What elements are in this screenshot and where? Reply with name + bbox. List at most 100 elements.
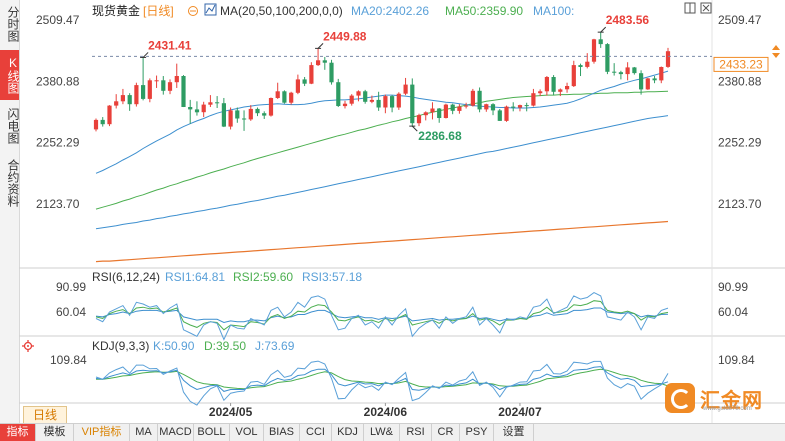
- candle: [282, 90, 287, 104]
- current-price-box: [713, 56, 769, 72]
- candle: [141, 57, 146, 101]
- candle: [416, 113, 422, 127]
- kdj-tick-left: 109.84: [50, 353, 87, 367]
- candle: [215, 96, 220, 108]
- ma200-line: [95, 220, 669, 263]
- indicator-tab-14[interactable]: PSY: [460, 424, 494, 441]
- tab-time-chart[interactable]: 分时图: [6, 6, 20, 42]
- candle: [558, 88, 563, 97]
- fullscreen-icon[interactable]: [700, 2, 712, 14]
- candle: [295, 74, 300, 95]
- candle: [208, 95, 213, 108]
- price-tick-right: 2123.70: [718, 197, 762, 211]
- candle-body: [376, 99, 381, 108]
- candle-body: [484, 104, 489, 110]
- candle: [356, 90, 361, 102]
- candle: [551, 75, 556, 96]
- indicator-tab-6[interactable]: BOLL: [194, 424, 230, 441]
- candle-body: [262, 113, 267, 116]
- candle: [316, 48, 321, 67]
- candles: [93, 32, 671, 132]
- add-indicator-icon[interactable]: [188, 6, 198, 16]
- candle: [154, 75, 159, 88]
- indicator-tab-4[interactable]: MA: [130, 424, 158, 441]
- indicator-tab-10[interactable]: KDJ: [332, 424, 364, 441]
- candle: [93, 118, 99, 132]
- candle-body: [248, 108, 253, 120]
- candle-body: [598, 39, 603, 45]
- candle: [403, 77, 408, 96]
- candle-body: [275, 91, 280, 98]
- candle-body: [396, 93, 401, 108]
- indicator-tab-7[interactable]: VOL: [230, 424, 264, 441]
- price-arrow-icon[interactable]: [772, 45, 780, 58]
- candle-body: [531, 93, 536, 106]
- kdj-k-line: [95, 366, 669, 392]
- tab-flash-chart[interactable]: 闪电图: [6, 108, 20, 144]
- indicator-tab-8[interactable]: BIAS: [264, 424, 300, 441]
- candle: [470, 88, 475, 107]
- ma-settings-icon[interactable]: [204, 3, 217, 16]
- candle: [571, 60, 576, 87]
- brand-logo: 汇金网 www.gold678.com: [665, 383, 783, 413]
- indicator-tab-12[interactable]: RSI: [400, 424, 432, 441]
- candle-body: [517, 105, 523, 108]
- candle: [632, 66, 637, 75]
- candle: [329, 59, 334, 85]
- candle-body: [625, 67, 630, 75]
- indicator-tab-1[interactable]: 指标: [0, 424, 36, 441]
- ma20-legend: MA20:2402.26: [351, 4, 429, 18]
- kdj-lines: 109.84 109.84: [50, 353, 755, 406]
- indicator-tab-9[interactable]: CCI: [300, 424, 332, 441]
- candle: [639, 70, 644, 95]
- candle: [625, 62, 630, 81]
- candle-body: [154, 80, 159, 82]
- candle-body: [618, 72, 623, 75]
- period-tag[interactable]: [日线]: [143, 4, 174, 18]
- candle-body: [342, 103, 348, 107]
- candle: [665, 47, 671, 68]
- candle: [430, 102, 435, 120]
- candle-body: [416, 115, 422, 124]
- rsi-tick-left: 60.04: [56, 305, 86, 319]
- kdj-legend-label: KDJ(9,3,3): [92, 339, 149, 353]
- candle-body: [289, 92, 294, 103]
- indicator-tab-11[interactable]: LW&: [364, 424, 400, 441]
- candle: [457, 104, 462, 114]
- candle: [524, 102, 529, 112]
- candle-body: [571, 65, 576, 87]
- indicator-tab-3[interactable]: VIP指标: [74, 424, 130, 441]
- candle: [538, 89, 543, 97]
- chart-title: 现货黄金: [92, 3, 140, 18]
- candle: [100, 117, 105, 127]
- rsi-tick-left: 90.99: [56, 280, 86, 294]
- candle-body: [295, 79, 300, 93]
- candle: [585, 53, 590, 69]
- ma100-legend: MA100:: [533, 4, 574, 18]
- candle-body: [490, 104, 496, 111]
- candle-body: [477, 90, 482, 110]
- rsi-legend-label: RSI(6,12,24): [92, 270, 160, 284]
- kdj-tick-right: 109.84: [718, 353, 755, 367]
- candle-body: [443, 104, 448, 118]
- candle: [511, 102, 516, 112]
- candle-body: [578, 65, 583, 67]
- rsi2-legend: RSI2:59.60: [233, 270, 293, 284]
- candle-body: [605, 44, 610, 72]
- annotation-leader: [317, 43, 324, 49]
- x-labels: 2024/05 2024/06 2024/07: [209, 403, 542, 419]
- indicator-tab-13[interactable]: CR: [432, 424, 460, 441]
- candle-body: [93, 119, 99, 130]
- settings-gear-icon[interactable]: [22, 340, 34, 352]
- indicator-tab-5[interactable]: MACD: [158, 424, 194, 441]
- tab-k-line-chart[interactable]: K线图: [0, 50, 20, 100]
- candle-body: [235, 110, 240, 119]
- tab-contract-info[interactable]: 合约资料: [6, 159, 20, 207]
- x-tick-label: 2024/05: [209, 405, 253, 419]
- candle: [612, 63, 617, 76]
- indicator-tab-15[interactable]: 设置: [494, 424, 534, 441]
- candle-body: [450, 104, 455, 111]
- candle: [443, 103, 448, 119]
- indicator-tab-2[interactable]: 模板: [36, 424, 74, 441]
- candle: [531, 88, 536, 107]
